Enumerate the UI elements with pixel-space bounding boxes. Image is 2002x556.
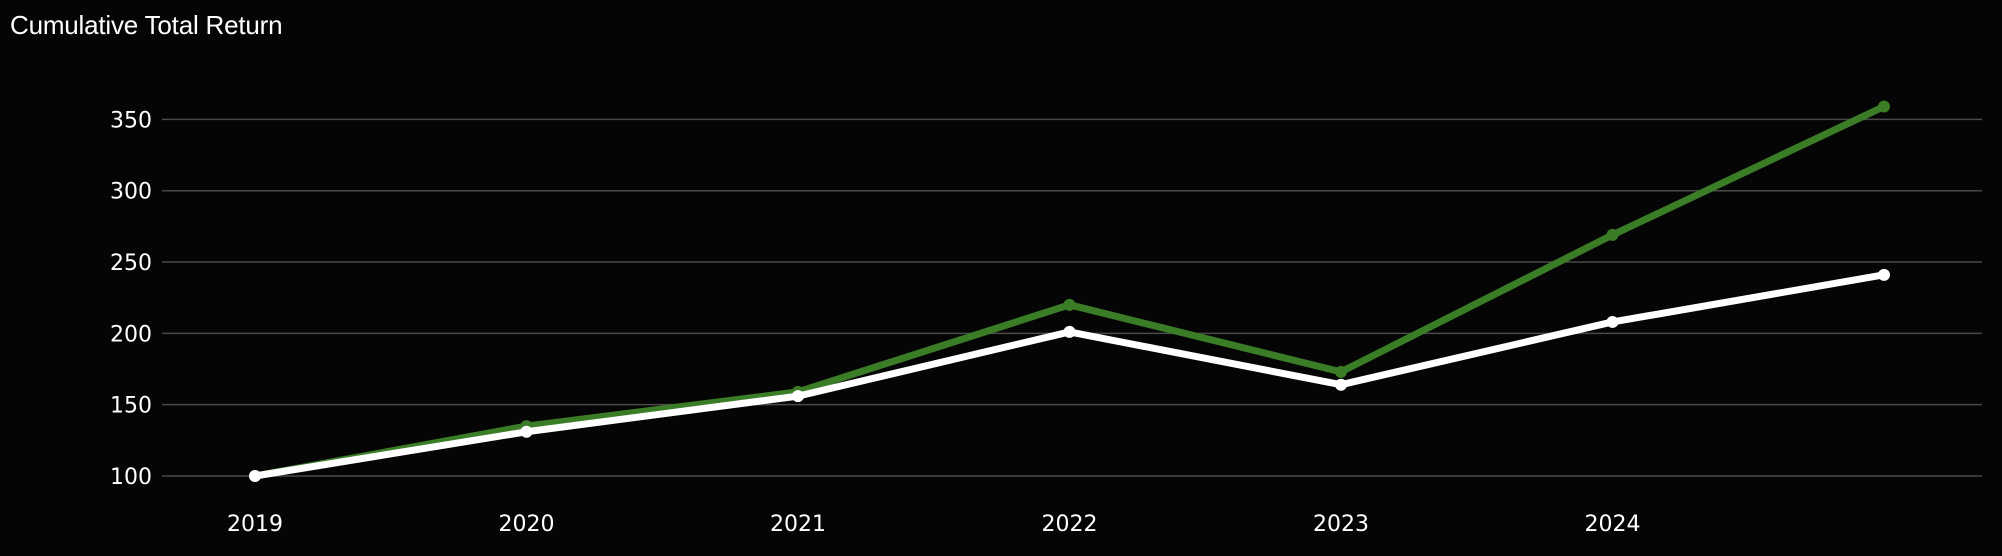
y-tick-label: 100 [110, 465, 152, 490]
x-tick-label: 2023 [1313, 512, 1369, 537]
chart-title: Cumulative Total Return [10, 10, 283, 40]
series-lines [249, 100, 1890, 482]
x-axis-ticks: 2019 2020 2021 2022 2023 2024 [227, 512, 1641, 537]
series-1-point [1878, 100, 1890, 113]
x-tick-label: 2020 [499, 512, 555, 537]
series-1-point [1063, 298, 1076, 311]
y-tick-label: 150 [110, 394, 152, 419]
series-1 [249, 100, 1890, 482]
series-1-line [251, 103, 1888, 480]
y-tick-label: 300 [110, 180, 152, 205]
series-2-point [520, 425, 533, 438]
gridlines [162, 118, 1982, 477]
series-2-point [1606, 315, 1619, 328]
series-2 [249, 268, 1890, 482]
series-2-point [1878, 268, 1890, 281]
y-tick-label: 250 [110, 251, 152, 276]
series-2-point [249, 470, 261, 482]
series-1-point [1606, 228, 1619, 241]
series-2-point [1063, 325, 1076, 338]
series-2-point [1335, 378, 1347, 391]
y-axis-ticks: 100 150 200 250 300 350 [110, 108, 152, 490]
x-tick-label: 2024 [1585, 512, 1641, 537]
series-1-point [1335, 365, 1347, 378]
x-tick-label: 2022 [1042, 512, 1098, 537]
x-tick-label: 2019 [227, 512, 283, 537]
y-tick-label: 200 [110, 322, 152, 347]
x-tick-label: 2021 [770, 512, 826, 537]
series-2-point [792, 390, 804, 403]
y-tick-label: 350 [110, 108, 152, 133]
